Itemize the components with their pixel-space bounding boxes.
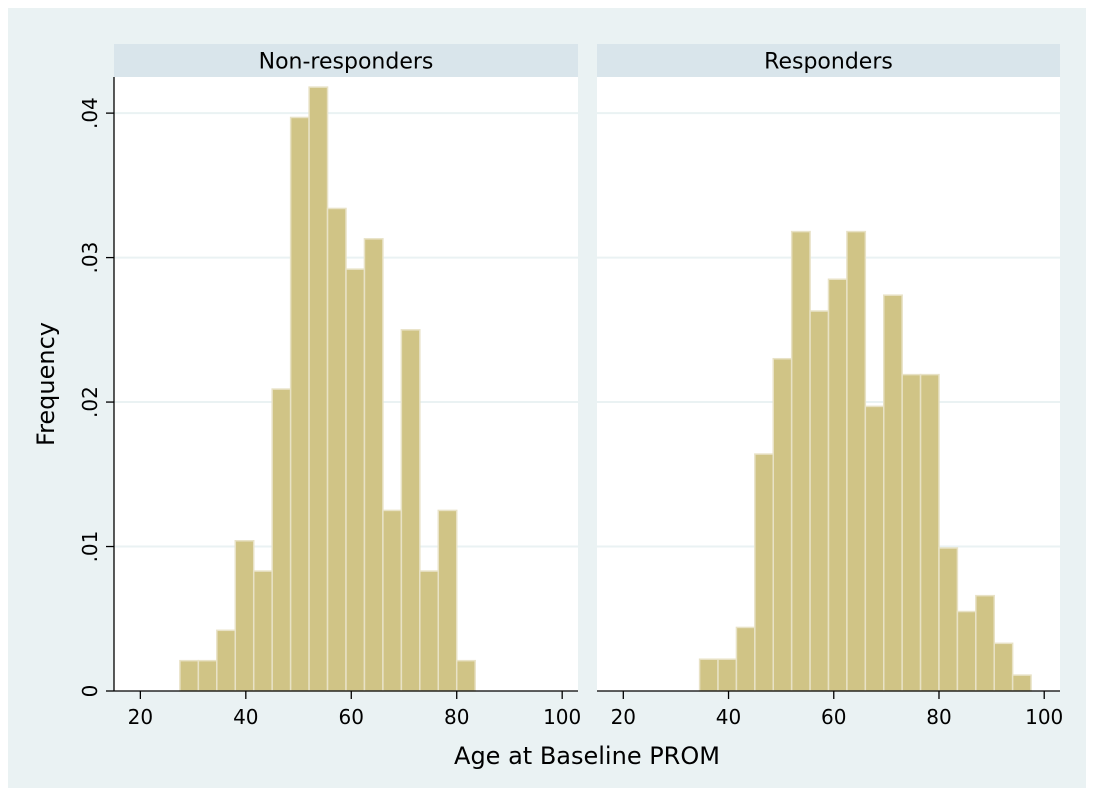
histogram-bar bbox=[271, 388, 292, 692]
panel-title: Non-responders bbox=[259, 50, 434, 75]
x-tick-label: 80 bbox=[926, 705, 951, 729]
histogram-bar bbox=[363, 238, 384, 692]
x-tick-label: 40 bbox=[716, 705, 741, 729]
histogram-bar bbox=[882, 294, 903, 692]
histogram-bar bbox=[252, 570, 273, 692]
histogram-bar bbox=[698, 658, 719, 692]
histogram-bar bbox=[993, 642, 1014, 692]
panel-non-responders: Non-responders 20 40 60 80 100 bbox=[114, 44, 581, 729]
histogram-bar bbox=[308, 86, 329, 692]
histogram-bar bbox=[956, 610, 977, 692]
y-tick-label: 0 bbox=[78, 685, 102, 698]
histogram-bar bbox=[975, 594, 995, 692]
histogram-bar bbox=[938, 547, 959, 692]
panel-responders: Responders 20 40 60 80 100 bbox=[597, 44, 1063, 729]
y-axis: 0 .01 .02 .03 .04 bbox=[78, 77, 115, 698]
histogram-bar bbox=[717, 658, 738, 692]
panel-title: Responders bbox=[764, 50, 893, 75]
histogram-bar bbox=[179, 659, 200, 692]
x-tick-label: 100 bbox=[1025, 705, 1063, 729]
x-tick-label: 60 bbox=[339, 705, 364, 729]
histogram-bar bbox=[919, 373, 940, 692]
histogram-bar bbox=[772, 357, 793, 692]
x-tick-label: 80 bbox=[444, 705, 469, 729]
histogram-bar bbox=[419, 570, 440, 692]
panel-strip bbox=[114, 44, 578, 77]
y-tick-label: .03 bbox=[78, 242, 102, 274]
histogram-bar bbox=[455, 659, 476, 692]
y-tick-label: .02 bbox=[78, 386, 102, 418]
histogram-bar bbox=[864, 405, 885, 692]
x-tick-label: 100 bbox=[543, 705, 581, 729]
x-tick-label: 20 bbox=[128, 705, 153, 729]
histogram-bar bbox=[901, 373, 922, 692]
histogram-bar bbox=[400, 329, 421, 692]
histogram-bar bbox=[754, 453, 775, 692]
histogram-bar bbox=[345, 268, 366, 692]
x-axis-title: Age at Baseline PROM bbox=[454, 742, 720, 770]
histogram-bar bbox=[234, 540, 255, 692]
x-tick-label: 40 bbox=[233, 705, 258, 729]
histogram-bar bbox=[437, 509, 458, 692]
histogram-bar bbox=[197, 659, 218, 692]
histogram-bar bbox=[790, 230, 811, 692]
y-axis-title: Frequency bbox=[32, 322, 60, 446]
histogram-bar bbox=[1011, 674, 1032, 692]
histogram-bar bbox=[382, 509, 403, 692]
panel-strip bbox=[597, 44, 1060, 77]
histogram-bar bbox=[827, 278, 848, 692]
histogram-bar bbox=[216, 629, 237, 692]
histogram-bar bbox=[735, 626, 756, 692]
histogram-bar bbox=[809, 310, 830, 692]
histogram-bar bbox=[289, 116, 310, 692]
histogram-bar bbox=[326, 207, 347, 692]
x-tick-label: 60 bbox=[821, 705, 846, 729]
y-tick-label: .04 bbox=[78, 97, 102, 129]
y-tick-label: .01 bbox=[78, 531, 102, 563]
histogram-bar bbox=[846, 230, 867, 692]
x-tick-label: 20 bbox=[611, 705, 636, 729]
